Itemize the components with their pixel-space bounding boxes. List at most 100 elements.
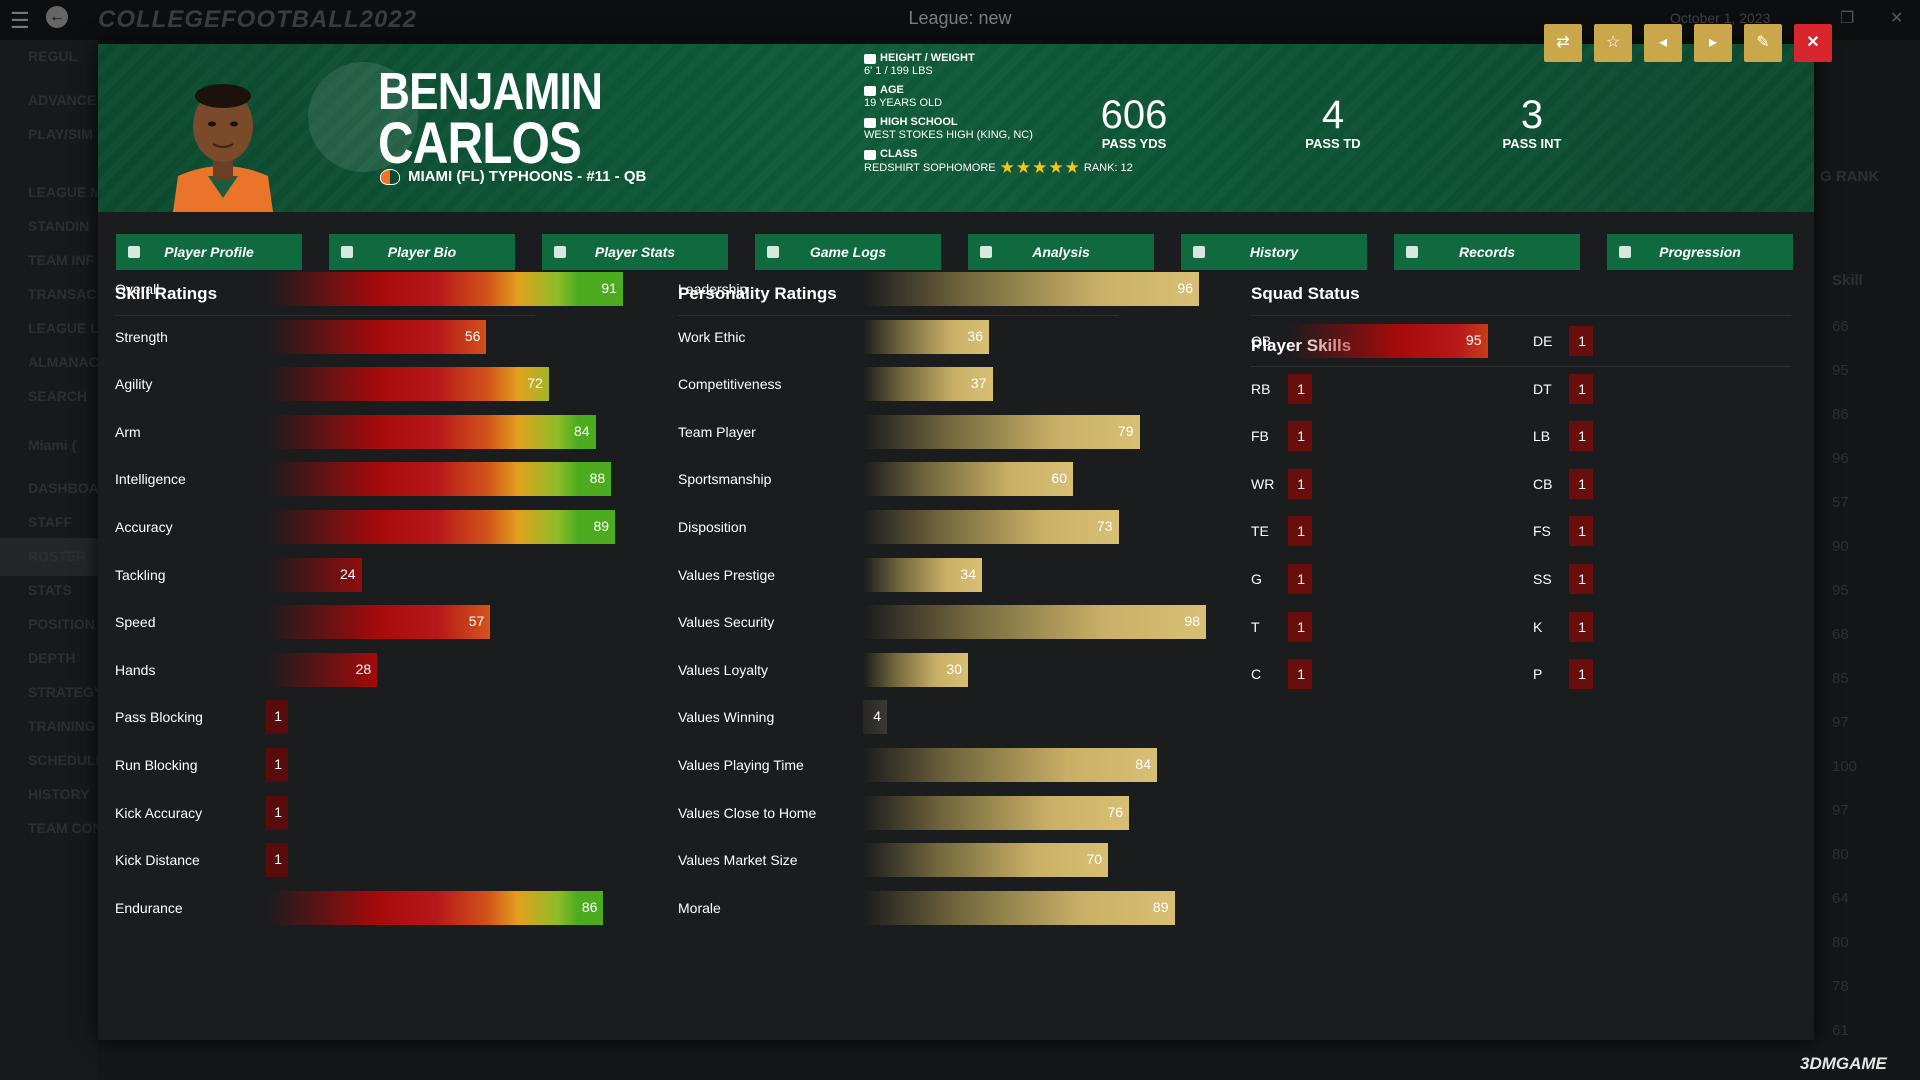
- player-card-modal: BENJAMIN CARLOS MIAMI (FL) TYPHOONS - #1…: [98, 24, 1832, 1040]
- sidebar-item[interactable]: REGUL: [28, 48, 77, 64]
- position-skill-bar: 1: [1569, 516, 1593, 547]
- personality-label: Values Market Size: [678, 852, 798, 869]
- sidebar-item[interactable]: HISTORY: [28, 786, 90, 802]
- next-button[interactable]: ▸: [1694, 24, 1732, 62]
- position-label: FB: [1251, 428, 1269, 445]
- sidebar-item[interactable]: LEAGUE LE: [28, 320, 109, 336]
- tab-history[interactable]: History: [1181, 234, 1367, 270]
- sidebar-item[interactable]: ALMANAC: [28, 354, 99, 370]
- sidebar-item[interactable]: Miami (: [28, 437, 77, 453]
- back-icon[interactable]: ←: [46, 6, 68, 28]
- squad-status-title: Squad Status: [1251, 284, 1360, 303]
- personality-value: 60: [1051, 470, 1067, 487]
- award-icon: [1406, 246, 1418, 258]
- roster-skill-value: 78: [1832, 978, 1849, 995]
- sidebar-item[interactable]: PLAY/SIM: [28, 126, 93, 142]
- ruler-icon: [864, 53, 876, 64]
- tab-label: Game Logs: [809, 244, 887, 260]
- skill-bar: 56: [268, 319, 487, 354]
- position-label: G: [1251, 571, 1262, 587]
- roster-skill-value: 95: [1832, 362, 1849, 379]
- sidebar-item[interactable]: DEPTH: [28, 650, 76, 666]
- sidebar-item[interactable]: LEAGUE M: [28, 184, 102, 200]
- personality-label: Values Prestige: [678, 566, 776, 583]
- sidebar-item[interactable]: STATS: [28, 582, 72, 598]
- personality-bar: 73: [863, 510, 1119, 544]
- tab-player-stats[interactable]: Player Stats: [542, 234, 728, 270]
- sidebar-item[interactable]: TEAM INF: [28, 252, 95, 268]
- skill-label: Overall: [115, 281, 160, 297]
- header-stat-value: 606: [1100, 93, 1168, 137]
- sidebar-item[interactable]: TRAINING: [28, 718, 96, 734]
- hamburger-menu-icon[interactable]: ☰: [10, 8, 30, 33]
- sidebar-item[interactable]: STANDIN: [28, 218, 90, 234]
- personality-value: 73: [1096, 518, 1113, 534]
- position-label: SS: [1533, 571, 1552, 587]
- skill-bar: 86: [268, 890, 604, 925]
- player-rank: RANK: 12: [1083, 162, 1133, 174]
- tab-game-logs[interactable]: Game Logs: [755, 234, 941, 270]
- tab-records[interactable]: Records: [1394, 234, 1580, 270]
- sidebar-item[interactable]: ADVANCE: [28, 92, 97, 108]
- personality-label: Competitiveness: [678, 376, 782, 393]
- skill-label: Accuracy: [115, 519, 173, 535]
- star-icon: ★: [1064, 158, 1080, 177]
- position-label: QB: [1251, 333, 1272, 349]
- position-skill-value: 1: [1297, 523, 1305, 540]
- position-label: TE: [1251, 523, 1269, 540]
- window-maximize-icon[interactable]: ❐: [1840, 10, 1855, 27]
- sidebar-item[interactable]: SEARCH: [28, 388, 88, 404]
- player-skills-divider: [1251, 366, 1791, 367]
- position-skill-value: 1: [1297, 666, 1305, 683]
- sidebar-item[interactable]: TRANSAC: [28, 286, 97, 302]
- personality-value: 70: [1086, 851, 1102, 868]
- personality-value: 37: [970, 375, 987, 392]
- tab-label: Player Bio: [387, 244, 457, 260]
- personality-bar: 98: [863, 605, 1206, 640]
- position-label: DT: [1533, 380, 1552, 397]
- roster-skill-value: 97: [1832, 802, 1849, 819]
- swap-button[interactable]: ⇄: [1544, 24, 1582, 62]
- skill-label: Speed: [115, 614, 156, 631]
- personality-label: Sportsmanship: [678, 471, 772, 488]
- window-close-icon[interactable]: ✕: [1890, 10, 1904, 27]
- star-rating: ★ ★ ★ ★ ★: [1000, 158, 1080, 177]
- personality-label: Values Loyalty: [678, 661, 769, 678]
- tab-analysis[interactable]: Analysis: [968, 234, 1154, 270]
- roster-skill-value: 85: [1832, 670, 1849, 687]
- sidebar-item[interactable]: TEAM CON: [28, 820, 103, 836]
- personality-bar: 60: [863, 462, 1073, 497]
- sidebar-highlight: [0, 538, 98, 576]
- position-label: DE: [1533, 333, 1553, 349]
- edit-button[interactable]: ✎: [1744, 24, 1782, 62]
- header-stat-label: PASS TD: [1305, 136, 1361, 151]
- prev-button[interactable]: ◂: [1644, 24, 1682, 62]
- position-label: LB: [1533, 428, 1551, 445]
- star-icon: ★: [1048, 158, 1064, 177]
- skill-ratings-divider: [115, 315, 535, 316]
- sidebar-item[interactable]: STRATEGY: [28, 684, 104, 700]
- sidebar-item[interactable]: SCHEDULE: [28, 752, 106, 768]
- position-skill-bar: 1: [1288, 516, 1312, 547]
- personality-value: 34: [960, 565, 976, 582]
- tab-player-profile[interactable]: Player Profile: [116, 234, 302, 270]
- sidebar-item[interactable]: STAFF: [28, 514, 73, 530]
- sidebar-item[interactable]: POSITION: [28, 616, 95, 632]
- tab-player-bio[interactable]: Player Bio: [329, 234, 515, 270]
- sidebar-item[interactable]: DASHBOA: [28, 480, 99, 496]
- header-stat-value: 3: [1520, 93, 1544, 137]
- position-skill-bar: 1: [1288, 564, 1312, 594]
- info-icon: [980, 246, 992, 258]
- league-title: League: new: [908, 8, 1012, 28]
- skill-bar: 1: [266, 843, 288, 878]
- skill-label: Arm: [115, 423, 141, 440]
- position-skill-value: 1: [1578, 571, 1586, 587]
- tab-progression[interactable]: Progression: [1607, 234, 1793, 270]
- close-button[interactable]: ✕: [1794, 24, 1832, 62]
- skill-label: Kick Distance: [115, 852, 200, 869]
- personality-bar: 37: [863, 367, 993, 402]
- player-last-name: CARLOS: [378, 111, 582, 176]
- star-button[interactable]: ☆: [1594, 24, 1632, 62]
- sidebar-item[interactable]: ROSTER: [28, 548, 87, 564]
- personality-bar: 70: [863, 843, 1108, 878]
